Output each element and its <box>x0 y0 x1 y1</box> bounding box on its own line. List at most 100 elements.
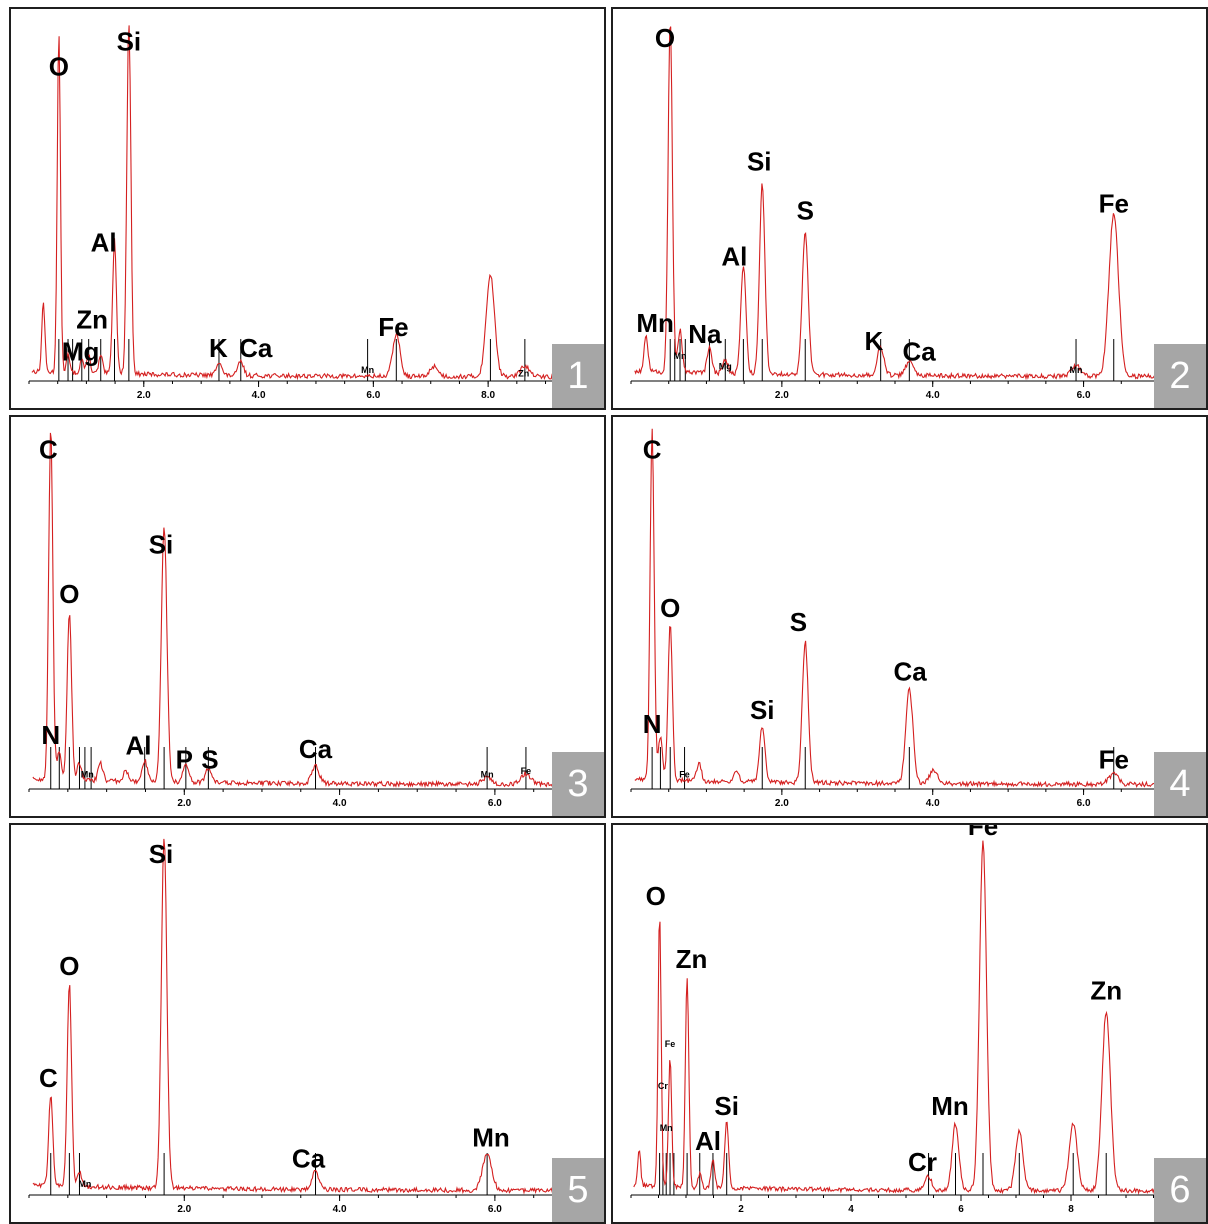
x-tick-label: 4.0 <box>252 390 266 401</box>
element-label: Zn <box>676 944 708 974</box>
element-label: P <box>176 744 193 774</box>
element-label: S <box>790 607 807 637</box>
panel-6: 2 4 6 8 Fe O Zn Zn Si Mn Al Cr Fe Cr Mn 6 <box>611 823 1208 1224</box>
element-label: O <box>59 579 79 609</box>
x-tick-label: 6.0 <box>488 798 502 809</box>
element-markers <box>50 747 527 789</box>
element-label: O <box>59 951 79 981</box>
element-label: Mn <box>481 769 494 779</box>
element-label: Al <box>91 227 117 257</box>
element-label: Mg <box>62 336 100 366</box>
x-minor-ticks <box>28 381 547 384</box>
panel-number-badge: 6 <box>1154 1158 1206 1222</box>
element-label: Mn <box>78 1179 91 1189</box>
element-label: C <box>643 435 662 465</box>
panel-number-badge: 4 <box>1154 752 1206 816</box>
element-label: Al <box>721 241 747 271</box>
element-label: Fe <box>968 825 998 841</box>
element-label: Ca <box>239 333 273 363</box>
element-label: Al <box>695 1126 721 1156</box>
element-label: Mn <box>81 769 94 779</box>
element-label: Si <box>750 695 775 725</box>
element-label: Ca <box>299 734 333 764</box>
element-label: Mn <box>636 308 674 338</box>
element-label: C <box>39 1063 58 1093</box>
element-label: Ca <box>292 1144 326 1174</box>
element-label: Si <box>149 839 174 869</box>
spectrum-line <box>634 26 1160 381</box>
spectrum-chart-3: 2.0 4.0 6.0 C Si O N Al P S Ca Mn Mn Fe <box>28 432 565 809</box>
spectrum-chart-6: 2 4 6 8 Fe O Zn Zn Si Mn Al Cr Fe Cr Mn <box>630 825 1167 1215</box>
spectrum-line <box>633 840 1160 1195</box>
spectrum-chart-4: 2.0 4.0 6.0 C O S Ca Si N Fe Fe <box>630 428 1167 809</box>
spectrum-chart-5: 2.0 4.0 6.0 Si O C Ca Mn Mn <box>28 838 565 1215</box>
element-label: Fe <box>1099 744 1129 774</box>
x-tick-label: 4 <box>848 1204 854 1215</box>
panel-2: 2.0 4.0 6.0 O Si S Fe Al Mn Na K Ca Mn Mg Mn 2 <box>611 7 1208 410</box>
element-label: Fe <box>679 769 690 779</box>
element-label: Fe <box>665 1039 676 1049</box>
spectrum-line <box>634 428 1160 789</box>
element-label: N <box>643 709 662 739</box>
panel-number-badge: 1 <box>552 344 604 408</box>
element-label: Mg <box>719 361 732 371</box>
element-label: Ca <box>893 656 927 686</box>
panel-1: 2.0 4.0 6.0 8.0 O Si Al Zn Mg K Ca Fe Mn Zn 1 <box>9 7 606 410</box>
panel-number-badge: 2 <box>1154 344 1206 408</box>
element-label: Zn <box>518 368 529 378</box>
element-label: Mn <box>361 365 374 375</box>
element-label: Cr <box>908 1147 937 1177</box>
x-tick-label: 4.0 <box>926 798 940 809</box>
x-tick-label: 2 <box>738 1204 744 1215</box>
spectrum-line <box>32 838 558 1195</box>
element-label: Fe <box>1099 189 1129 219</box>
element-label: Si <box>149 530 174 560</box>
x-tick-label: 6 <box>958 1204 964 1215</box>
x-tick-label: 4.0 <box>333 1204 347 1215</box>
x-tick-label: 2.0 <box>775 390 789 401</box>
element-label: C <box>39 435 58 465</box>
element-label: S <box>797 196 814 226</box>
x-tick-label: 6.0 <box>1077 390 1091 401</box>
x-tick-label: 6.0 <box>1077 798 1091 809</box>
panel-number-badge: 3 <box>552 752 604 816</box>
element-label: Mn <box>1070 365 1083 375</box>
element-label: Fe <box>521 766 532 776</box>
element-label: O <box>655 23 675 53</box>
x-tick-label: 2.0 <box>177 1204 191 1215</box>
element-label: Si <box>747 146 772 176</box>
element-label: Mn <box>931 1091 969 1121</box>
spectrum-line <box>32 432 558 789</box>
panel-3: 2.0 4.0 6.0 C Si O N Al P S Ca Mn Mn Fe 3 <box>9 415 606 818</box>
element-markers <box>651 747 1115 789</box>
element-label: O <box>660 593 680 623</box>
element-label: N <box>41 720 60 750</box>
element-label: O <box>646 881 666 911</box>
element-markers <box>669 339 1115 381</box>
element-label: Mn <box>660 1123 673 1133</box>
element-label: Fe <box>378 312 408 342</box>
x-tick-label: 6.0 <box>488 1204 502 1215</box>
spectrum-line <box>31 25 558 381</box>
element-label: O <box>49 51 69 81</box>
x-tick-label: 2.0 <box>137 390 151 401</box>
panel-4: 2.0 4.0 6.0 C O S Ca Si N Fe Fe 4 <box>611 415 1208 818</box>
element-label: Mn <box>472 1123 510 1153</box>
x-tick-label: 6.0 <box>366 390 380 401</box>
x-minor-ticks <box>28 1195 535 1198</box>
element-label: K <box>864 326 883 356</box>
x-tick-label: 4.0 <box>926 390 940 401</box>
element-markers <box>58 339 526 381</box>
x-tick-label: 8.0 <box>481 390 495 401</box>
element-label: Na <box>688 319 722 349</box>
element-label: K <box>209 333 228 363</box>
element-label: Al <box>125 730 151 760</box>
element-label: Zn <box>1090 976 1122 1006</box>
element-label: Si <box>117 27 142 57</box>
panel-number-badge: 5 <box>552 1158 604 1222</box>
element-label: Si <box>714 1091 739 1121</box>
element-label: Zn <box>76 305 108 335</box>
x-tick-label: 2.0 <box>775 798 789 809</box>
